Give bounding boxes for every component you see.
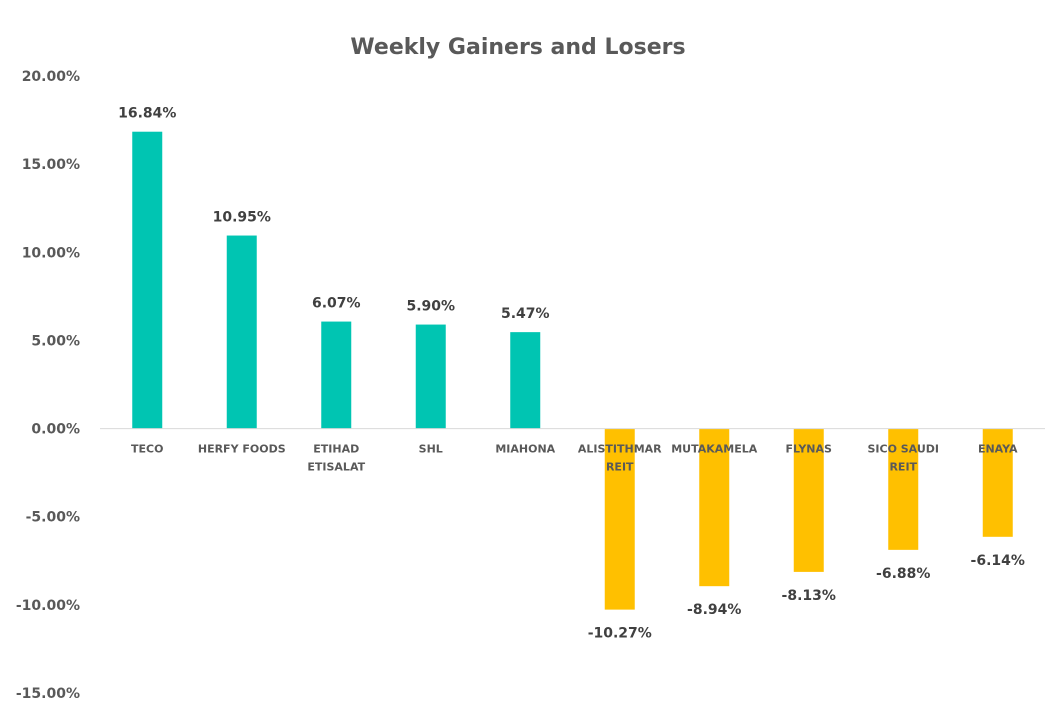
- bar: [699, 428, 730, 587]
- data-label: 16.84%: [118, 106, 176, 122]
- y-axis-tick-labels: 20.00% 15.00% 10.00% 5.00% 0.00% -5.00% -10.00…: [16, 69, 80, 702]
- data-labels: 16.84% 10.95% 6.07% 5.90% 5.47% -10.27% -8.94%…: [118, 106, 1025, 642]
- y-tick-label: 0.00%: [31, 422, 80, 438]
- data-label: -6.88%: [876, 566, 930, 582]
- data-label: 10.95%: [213, 210, 271, 226]
- category-label: ETISALAT: [307, 461, 365, 474]
- bar: [793, 428, 824, 572]
- y-tick-label: -15.00%: [16, 686, 80, 702]
- data-label: -6.14%: [971, 553, 1025, 569]
- y-tick-label: 5.00%: [31, 333, 80, 349]
- chart-title: Weekly Gainers and Losers: [350, 35, 685, 60]
- category-label: MIAHONA: [495, 443, 555, 456]
- category-labels: TECO HERFY FOODS ETIHAD ETISALAT SHL MIAHONA A…: [131, 443, 1018, 474]
- category-label: TECO: [131, 443, 163, 456]
- category-label: REIT: [606, 461, 634, 474]
- y-tick-label: 20.00%: [22, 69, 80, 85]
- y-tick-label: 10.00%: [22, 245, 80, 261]
- category-label: ETIHAD: [313, 443, 359, 456]
- data-label: 5.90%: [406, 299, 455, 315]
- data-label: -8.13%: [782, 588, 836, 604]
- bar: [132, 131, 163, 429]
- bar: [226, 235, 257, 429]
- category-label: ENAYA: [978, 443, 1018, 456]
- category-label: HERFY FOODS: [198, 443, 286, 456]
- data-label: -10.27%: [588, 626, 652, 642]
- bar: [321, 321, 352, 429]
- category-label: FLYNAS: [786, 443, 832, 456]
- category-label: SICO SAUDI: [867, 443, 939, 456]
- y-tick-label: -10.00%: [16, 598, 80, 614]
- bars: [132, 131, 1013, 610]
- bar: [415, 324, 446, 429]
- category-label: SHL: [419, 443, 443, 456]
- category-label: MUTAKAMELA: [671, 443, 758, 456]
- bar: [888, 428, 919, 550]
- category-label: REIT: [889, 461, 917, 474]
- bar: [604, 428, 635, 610]
- data-label: 6.07%: [312, 296, 361, 312]
- y-tick-label: -5.00%: [26, 510, 80, 526]
- bar: [510, 332, 541, 429]
- y-tick-label: 15.00%: [22, 157, 80, 173]
- data-label: 5.47%: [501, 306, 550, 322]
- bar: [982, 428, 1013, 537]
- data-label: -8.94%: [687, 602, 741, 618]
- category-label: ALISTITHMAR: [578, 443, 662, 456]
